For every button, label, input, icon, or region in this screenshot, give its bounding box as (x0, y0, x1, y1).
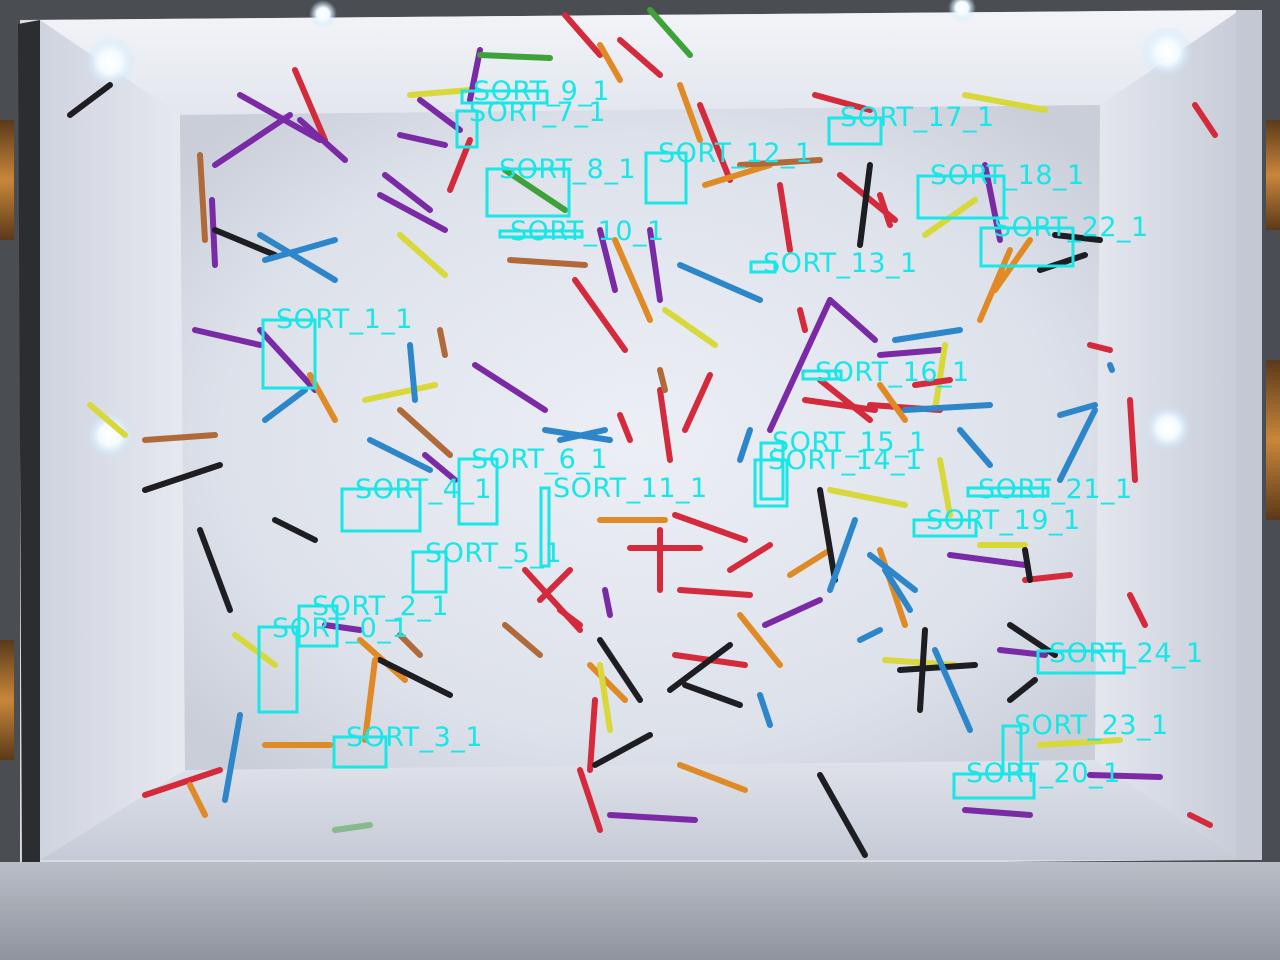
detection-label-sort-1: SORT_1_1 (276, 304, 414, 335)
detection-label-sort-14: SORT_14_1 (768, 445, 923, 476)
stick-pile (67, 7, 1218, 858)
tray-floor (180, 105, 1100, 770)
detection-label-sort-8: SORT_8_1 (499, 154, 637, 185)
detection-label-sort-5: SORT_5_1 (425, 538, 563, 569)
left-coil (0, 120, 14, 240)
top-wall (40, 10, 1240, 115)
detection-label-sort-2: SORT_2_1 (312, 591, 450, 622)
detection-label-sort-15: SORT_15_1 (772, 427, 927, 458)
detection-label-sort-9: SORT_9_1 (473, 76, 611, 107)
detection-label-sort-0: SORT_0_1 (272, 613, 410, 644)
detection-label-sort-17: SORT_17_1 (840, 102, 995, 133)
detection-label-sort-21: SORT_21_1 (978, 474, 1133, 505)
led-light (86, 411, 134, 459)
detection-label-sort-19: SORT_19_1 (926, 505, 1081, 536)
detection-label-sort-7: SORT_7_1 (469, 97, 607, 128)
bottom-wall (40, 760, 1240, 860)
right-frame (1236, 10, 1262, 860)
detection-label-sort-13: SORT_13_1 (763, 248, 918, 279)
led-light (1141, 26, 1193, 78)
led-light (948, 0, 976, 22)
detection-label-sort-24: SORT_24_1 (1049, 638, 1204, 669)
left-wall-edge (18, 20, 40, 870)
detection-label-sort-6: SORT_6_1 (471, 444, 609, 475)
right-coil-lower (1266, 360, 1280, 520)
detection-label-sort-12: SORT_12_1 (658, 138, 813, 169)
detection-label-sort-22: SORT_22_1 (994, 212, 1149, 243)
led-light (84, 36, 136, 88)
detection-label-sort-4: SORT_4_1 (355, 474, 493, 505)
detection-label-sort-11: SORT_11_1 (553, 473, 708, 504)
detection-label-sort-16: SORT_16_1 (815, 357, 970, 388)
detection-label-sort-3: SORT_3_1 (346, 722, 484, 753)
rail-groove (0, 906, 1280, 910)
right-coil (1266, 120, 1280, 230)
detection-boxes (257, 89, 1126, 800)
detection-label-sort-23: SORT_23_1 (1014, 710, 1169, 741)
detection-label-sort-20: SORT_20_1 (966, 758, 1121, 789)
led-light (309, 0, 337, 28)
bottom-rail (0, 862, 1280, 960)
detection-label-sort-18: SORT_18_1 (930, 160, 1085, 191)
left-coil-lower (0, 640, 14, 760)
led-light (1144, 404, 1192, 452)
detection-label-sort-10: SORT_10_1 (510, 216, 665, 247)
